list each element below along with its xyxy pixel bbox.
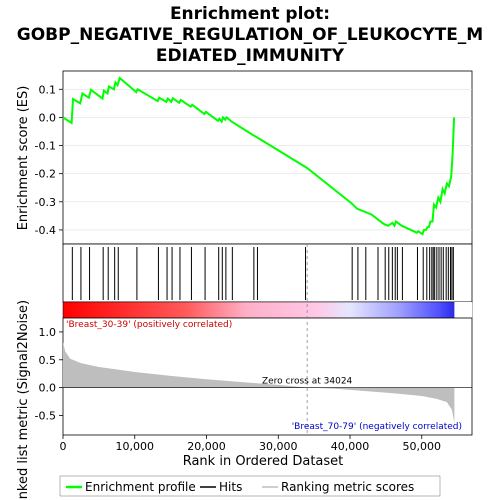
rank-color-bar — [62, 301, 473, 319]
metric-x-tick-label: 40,000 — [331, 440, 370, 453]
legend-box — [59, 475, 441, 497]
positive-correlation-label: 'Breast_30-39' (positively correlated) — [66, 320, 232, 330]
es-y-axis-label: Enrichment score (ES) — [16, 86, 31, 231]
metric-panel-x-ticks: 0 10,000 20,000 30,000 40,000 50,000 — [60, 435, 442, 453]
es-y-tick-label: -0.2 — [35, 168, 56, 181]
es-y-tick-label: -0.3 — [35, 196, 56, 209]
metric-y-tick-label: 1.0 — [39, 326, 57, 339]
metric-x-tick-label: 0 — [60, 440, 67, 453]
metric-y-tick-label: -0.5 — [35, 410, 56, 423]
rank-color-bar-edge — [454, 302, 472, 318]
hits-panel-frame — [62, 243, 473, 303]
es-y-tick-label: -0.4 — [35, 224, 56, 237]
metric-y-tick-label: 0.5 — [39, 354, 57, 367]
es-y-tick-label: -0.1 — [35, 140, 56, 153]
chart-title-line-1: Enrichment plot: — [170, 4, 330, 24]
metric-y-axis-label: Ranked list metric (Signal2Noise) — [16, 300, 31, 500]
es-y-tick-label: 0.1 — [39, 83, 57, 96]
metric-panel-y-ticks: 1.0 0.5 0.0 -0.5 — [35, 326, 63, 423]
es-y-tick-label: 0.0 — [39, 111, 57, 124]
metric-x-tick-label: 50,000 — [403, 440, 442, 453]
metric-x-tick-label: 10,000 — [116, 440, 155, 453]
legend-label-ranking-metric: Ranking metric scores — [281, 480, 414, 494]
hit-markers — [71, 247, 454, 300]
es-panel-gridlines — [63, 88, 472, 231]
legend-label-enrichment-profile: Enrichment profile — [85, 480, 196, 494]
zero-cross-label: Zero cross at 34024 — [262, 377, 353, 387]
chart-title-line-2: GOBP_NEGATIVE_REGULATION_OF_LEUKOCYTE_M — [17, 25, 483, 45]
negative-correlation-label: 'Breast_70-79' (negatively correlated) — [292, 422, 462, 432]
metric-x-tick-label: 30,000 — [259, 440, 298, 453]
es-panel-frame — [62, 70, 473, 245]
metric-x-axis-label: Rank in Ordered Dataset — [183, 454, 344, 469]
es-curve-line — [62, 76, 456, 236]
es-curve-group — [62, 76, 456, 236]
metric-x-tick-label: 20,000 — [187, 440, 226, 453]
legend-label-hits: Hits — [219, 480, 242, 494]
metric-y-tick-label: 0.0 — [39, 382, 57, 395]
chart-title-line-3: EDIATED_IMMUNITY — [156, 46, 345, 66]
es-panel-y-ticks: 0.1 0.0 -0.1 -0.2 -0.3 -0.4 — [35, 83, 63, 237]
